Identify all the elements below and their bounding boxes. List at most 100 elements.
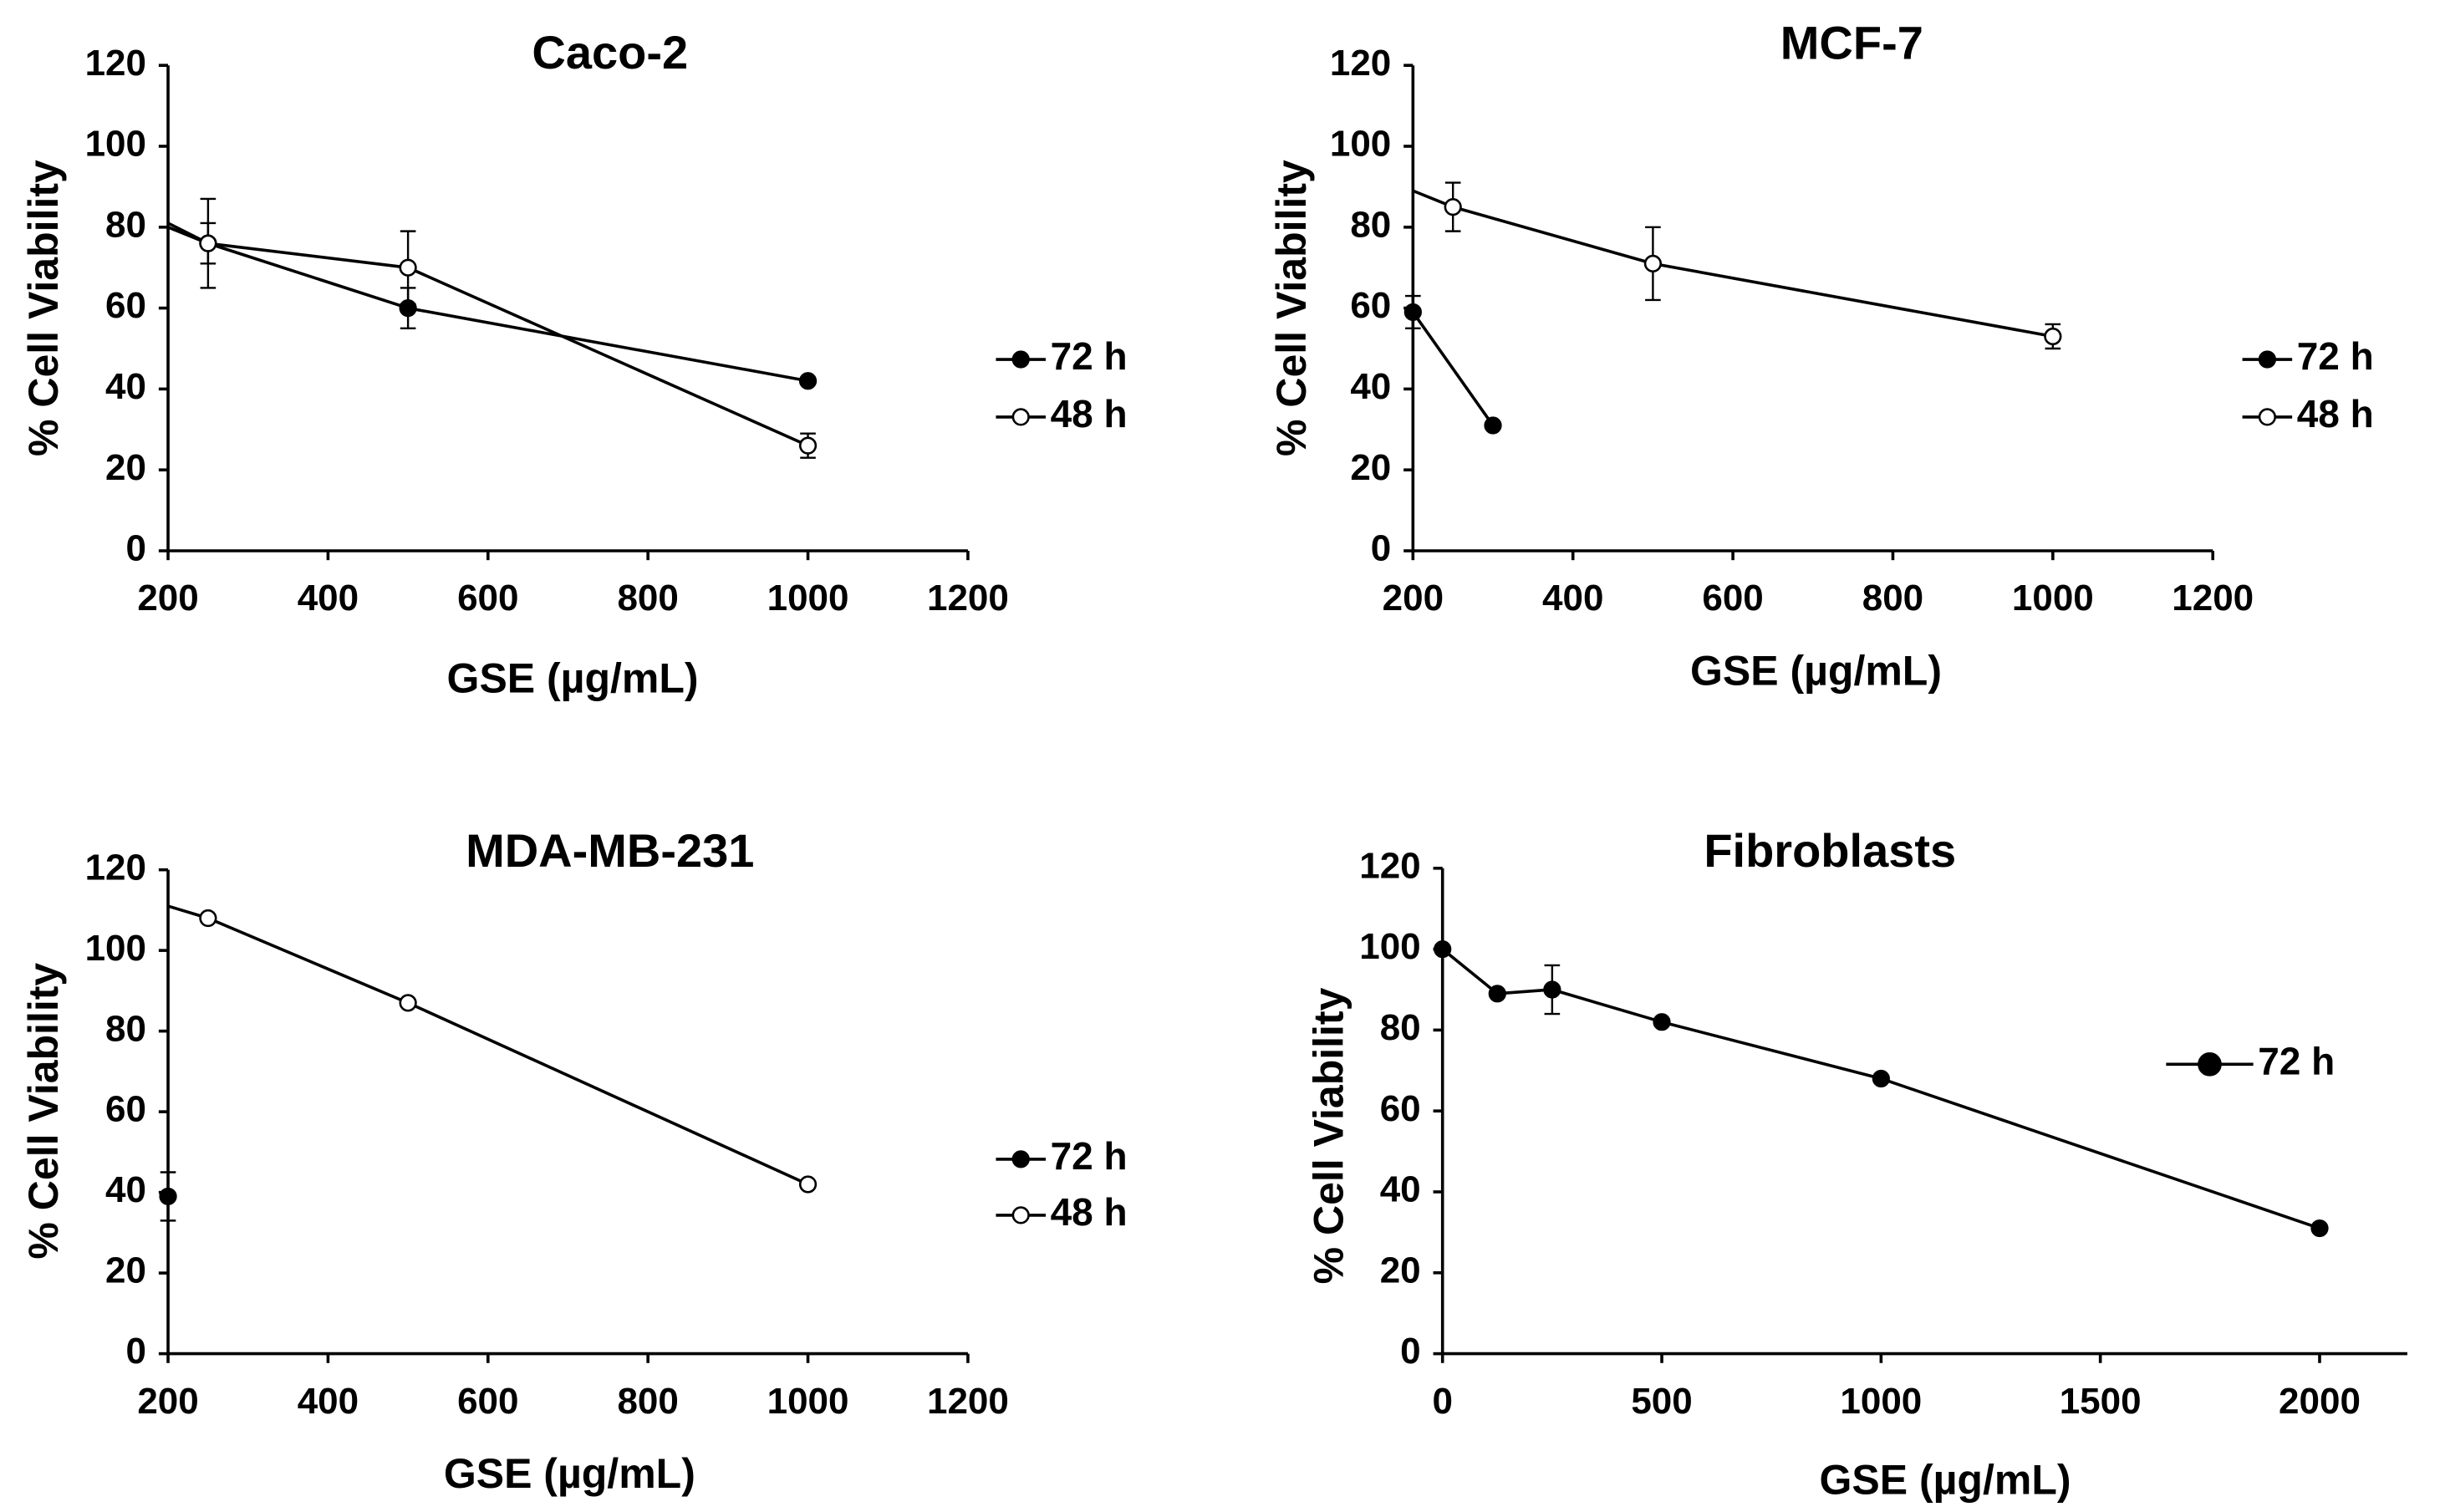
y-axis-title: % Cell Viability xyxy=(1306,987,1352,1284)
chart-panel-1: Caco-2 0 20 40 60 80 100 120 200 400 600 800 1000 120… xyxy=(20,26,1128,702)
chart-title: MCF-7 xyxy=(1780,17,1923,69)
y-tick-label: 80 xyxy=(1380,1007,1421,1048)
y-tick-label: 0 xyxy=(126,528,146,569)
x-axis-title: GSE (µg/mL) xyxy=(1819,1456,2071,1503)
legend-entry: 72 h xyxy=(996,1134,1128,1178)
legend-entry: 48 h xyxy=(2242,392,2374,435)
series-48-h xyxy=(167,197,818,459)
series-line xyxy=(1411,311,1495,427)
y-axis-title: % Cell Viability xyxy=(1268,160,1315,456)
data-point xyxy=(2044,327,2062,346)
x-axis-title: GSE (µg/mL) xyxy=(444,1450,695,1497)
y-tick-label: 40 xyxy=(105,1169,146,1210)
data-point xyxy=(1484,416,1502,435)
x-tick-label: 0 xyxy=(1432,1381,1452,1422)
legend-entry: 48 h xyxy=(996,1190,1128,1234)
x-tick-label: 1000 xyxy=(1840,1381,1922,1422)
legend-entry: 48 h xyxy=(996,392,1128,435)
data-point xyxy=(798,372,818,390)
y-tick-label: 80 xyxy=(105,204,146,245)
data-point xyxy=(798,1175,818,1194)
series-line xyxy=(1412,189,2054,339)
data-point xyxy=(399,994,417,1012)
legend-label: 72 h xyxy=(2297,334,2374,378)
x-tick-label: 1200 xyxy=(2172,578,2254,619)
chart-title: MDA-MB-231 xyxy=(466,824,754,877)
chart-title: Caco-2 xyxy=(532,26,688,79)
y-tick-label: 60 xyxy=(1380,1088,1421,1129)
data-point xyxy=(1488,985,1506,1003)
x-tick-label: 1200 xyxy=(927,1381,1009,1422)
x-tick-label: 400 xyxy=(298,1381,359,1422)
x-tick-label: 400 xyxy=(298,578,359,619)
legend-marker xyxy=(1011,1150,1030,1168)
data-point xyxy=(199,234,217,252)
legend-label: 72 h xyxy=(1051,1134,1128,1178)
data-point xyxy=(2310,1219,2329,1238)
data-point xyxy=(1643,254,1663,272)
x-tick-label: 1000 xyxy=(767,578,849,619)
series-48-h xyxy=(167,904,818,1194)
y-tick-label: 40 xyxy=(1380,1169,1421,1210)
legend-label: 48 h xyxy=(1051,392,1128,435)
y-tick-label: 120 xyxy=(1359,845,1420,886)
x-tick-label: 200 xyxy=(1383,578,1444,619)
data-point xyxy=(399,258,417,277)
x-axis-title: GSE (µg/mL) xyxy=(447,655,699,702)
legend-label: 72 h xyxy=(2258,1039,2335,1082)
legend-marker xyxy=(2258,408,2276,426)
data-point xyxy=(1543,980,1561,999)
y-tick-label: 120 xyxy=(1330,43,1391,84)
y-tick-label: 0 xyxy=(1400,1331,1420,1372)
data-point xyxy=(1872,1069,1890,1088)
data-point xyxy=(1434,939,1452,959)
x-tick-label: 600 xyxy=(1702,578,1763,619)
x-tick-label: 600 xyxy=(457,578,518,619)
y-axis-title: % Cell Viability xyxy=(20,160,67,456)
chart-panel-2: MCF-7 0 20 40 60 80 100 120 200 400 600 800 1000 1200… xyxy=(1268,17,2374,695)
y-tick-label: 40 xyxy=(1350,366,1391,407)
y-tick-label: 20 xyxy=(105,447,146,488)
y-tick-label: 60 xyxy=(1350,285,1391,326)
x-tick-label: 800 xyxy=(617,1381,678,1422)
legend-label: 48 h xyxy=(2297,392,2374,435)
legend-entry: 72 h xyxy=(996,334,1128,378)
legend-marker xyxy=(2198,1052,2222,1077)
y-tick-label: 100 xyxy=(85,928,146,969)
chart-panel-4: Fibroblasts 0 20 40 60 80 100 120 0 500 1000 1500 20… xyxy=(1306,824,2407,1503)
legend-label: 48 h xyxy=(1051,1190,1128,1234)
data-point xyxy=(1403,303,1422,322)
chart-title: Fibroblasts xyxy=(1704,824,1956,877)
x-tick-label: 2000 xyxy=(2279,1381,2361,1422)
x-tick-label: 1000 xyxy=(767,1381,849,1422)
y-tick-label: 0 xyxy=(126,1331,146,1372)
y-tick-label: 120 xyxy=(85,847,146,888)
legend-marker xyxy=(1011,350,1030,369)
legend-marker xyxy=(1011,1206,1030,1224)
x-tick-label: 1200 xyxy=(927,578,1009,619)
x-tick-label: 1500 xyxy=(2060,1381,2142,1422)
y-tick-label: 100 xyxy=(1359,926,1420,967)
series-72-h xyxy=(1434,939,2329,1238)
y-tick-label: 20 xyxy=(1380,1250,1421,1291)
y-axis-title: % Cell Viability xyxy=(20,963,67,1260)
x-tick-label: 200 xyxy=(137,1381,198,1422)
series-line xyxy=(167,226,808,383)
legend-marker xyxy=(1011,408,1030,426)
series-72-h xyxy=(1403,294,1502,435)
data-point xyxy=(1444,197,1462,216)
x-tick-label: 600 xyxy=(457,1381,518,1422)
y-tick-label: 20 xyxy=(105,1250,146,1291)
series-line xyxy=(167,904,809,1186)
y-tick-label: 20 xyxy=(1350,447,1391,488)
y-tick-label: 100 xyxy=(85,124,146,165)
legend-marker xyxy=(2258,350,2276,369)
x-tick-label: 500 xyxy=(1631,1381,1692,1422)
x-tick-label: 1000 xyxy=(2012,578,2094,619)
data-point xyxy=(199,909,217,928)
x-tick-label: 400 xyxy=(1542,578,1603,619)
y-tick-label: 0 xyxy=(1371,528,1391,569)
y-tick-label: 80 xyxy=(1350,204,1391,245)
legend-entry: 72 h xyxy=(2242,334,2374,378)
